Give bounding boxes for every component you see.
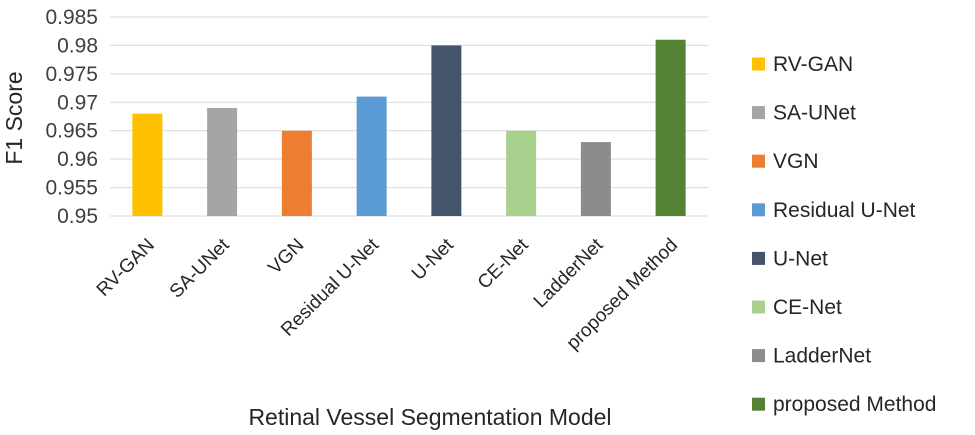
legend-label: proposed Method: [773, 393, 936, 416]
legend-label: CE-Net: [773, 296, 842, 319]
x-tick-label: U-Net: [408, 234, 458, 284]
y-tick-label: 0.95: [57, 205, 98, 228]
legend-swatch: [752, 300, 765, 314]
legend-label: VGN: [773, 150, 819, 173]
y-tick-label: 0.975: [45, 63, 98, 86]
y-axis-label: F1 Score: [1, 71, 27, 164]
legend-swatch: [752, 57, 765, 71]
legend-swatch: [752, 349, 765, 363]
x-axis-label: Retinal Vessel Segmentation Model: [248, 404, 611, 430]
bar-u-net: [431, 45, 462, 216]
legend-label: Residual U-Net: [773, 199, 916, 222]
bar-vgn: [281, 130, 312, 216]
legend-label: RV-GAN: [773, 53, 853, 76]
legend-swatch: [752, 154, 765, 168]
legend-swatch: [752, 397, 765, 411]
x-tick-label: CE-Net: [474, 234, 533, 293]
bar-laddernet: [580, 142, 611, 216]
legend-swatch: [752, 106, 765, 120]
y-tick-label: 0.985: [45, 6, 98, 29]
x-tick-label: VGN: [264, 235, 308, 279]
y-tick-label: 0.955: [45, 177, 98, 200]
y-tick-label: 0.98: [57, 34, 98, 57]
bar-ce-net: [506, 130, 537, 216]
y-tick-label: 0.97: [57, 91, 98, 114]
legend-swatch: [752, 251, 765, 265]
legend-label: U-Net: [773, 247, 828, 270]
y-tick-label: 0.96: [57, 148, 98, 171]
legend-label: LadderNet: [773, 345, 871, 368]
legend: RV-GAN SA-UNet VGN Residual U-Net U-Net CE-Ne…: [752, 53, 936, 416]
y-tick-label: 0.965: [45, 120, 98, 143]
y-axis-ticks: 0.95 0.955 0.96 0.965 0.97 0.975 0.98 0.985: [45, 6, 98, 228]
legend-swatch: [752, 203, 765, 217]
legend-label: SA-UNet: [773, 102, 856, 125]
bar-residual-u-net: [356, 96, 387, 216]
bars: [132, 39, 686, 216]
x-tick-label: LadderNet: [530, 234, 608, 312]
gridlines: [110, 16, 708, 217]
bar-rv-gan: [132, 113, 163, 216]
x-tick-label: RV-GAN: [93, 235, 159, 301]
bar-proposed-method: [655, 39, 686, 216]
x-tick-label: SA-UNet: [166, 234, 234, 302]
bar-sa-unet: [207, 107, 238, 216]
